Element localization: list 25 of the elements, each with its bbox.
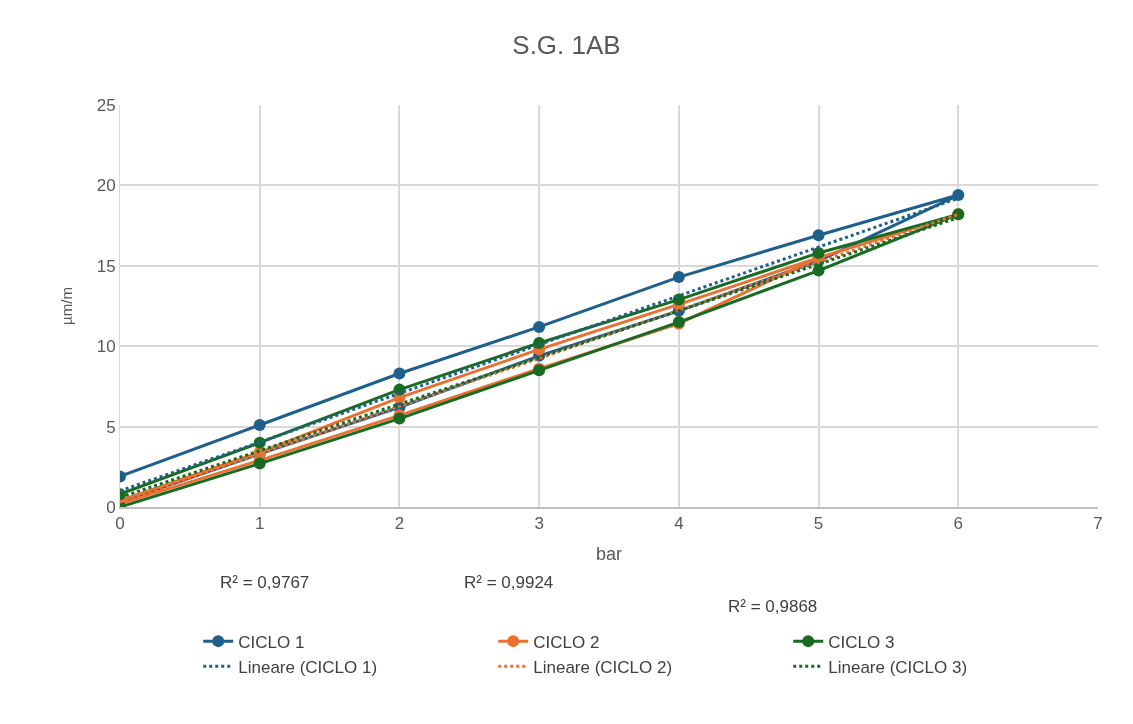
x-tick-label: 2: [394, 514, 405, 534]
y-axis-title: µm/m: [57, 287, 75, 325]
x-axis-title: bar: [595, 544, 623, 564]
x-tick-label: 7: [1093, 514, 1103, 534]
legend-label: CICLO 1: [238, 632, 305, 652]
y-tick-label: 20: [96, 176, 116, 196]
y-tick-label: 15: [96, 256, 116, 276]
legend-label: CICLO 2: [533, 632, 600, 652]
legend-label: Lineare (CICLO 2): [533, 657, 673, 677]
x-tick-label: 6: [953, 514, 964, 534]
y-tick-label: 10: [96, 337, 116, 357]
chart-title: S.G. 1AB: [512, 30, 621, 61]
x-tick-label: 1: [254, 514, 265, 534]
x-tick-label: 4: [674, 514, 684, 534]
text: R² = 0,9868: [728, 597, 818, 616]
text: R² = 0,9767: [220, 573, 310, 592]
legend-label: Lineare (CICLO 1): [238, 657, 378, 677]
legend-label: CICLO 3: [828, 632, 895, 652]
y-tick-label: 25: [96, 95, 116, 115]
x-tick-label: 3: [534, 514, 544, 534]
legend-label: Lineare (CICLO 3): [828, 657, 968, 677]
y-tick-label: 5: [106, 417, 116, 437]
x-tick-label: 5: [813, 514, 824, 534]
text: R² = 0,9924: [464, 573, 554, 592]
y-tick-label: 0: [106, 497, 116, 517]
